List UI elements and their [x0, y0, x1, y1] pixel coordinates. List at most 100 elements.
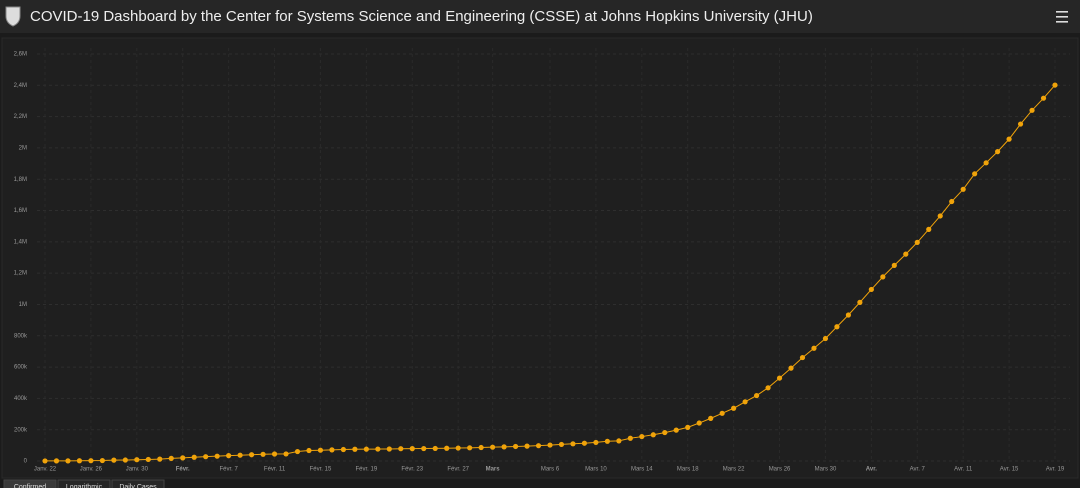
data-point[interactable] [317, 447, 324, 453]
data-point[interactable] [271, 451, 278, 457]
data-point[interactable] [214, 453, 220, 459]
data-point[interactable] [168, 455, 174, 461]
data-point[interactable] [248, 452, 255, 458]
data-point[interactable] [696, 420, 702, 426]
data-point[interactable] [639, 433, 645, 440]
data-point[interactable] [386, 446, 392, 452]
data-point[interactable] [811, 345, 817, 351]
data-point[interactable] [65, 458, 71, 464]
tab-label[interactable]: Logarithmic [66, 484, 103, 488]
data-point[interactable] [512, 443, 519, 450]
data-point[interactable] [535, 443, 542, 449]
data-point[interactable] [799, 354, 806, 361]
data-point[interactable] [662, 429, 668, 436]
data-point[interactable] [306, 447, 312, 454]
data-point[interactable] [237, 452, 243, 458]
tab-label[interactable]: Daily Cases [119, 484, 157, 488]
data-point[interactable] [834, 324, 840, 330]
data-point[interactable] [1006, 136, 1012, 142]
data-point[interactable] [765, 385, 771, 391]
data-point[interactable] [983, 160, 989, 166]
data-point[interactable] [616, 438, 622, 444]
data-point[interactable] [398, 446, 404, 452]
data-point[interactable] [42, 458, 48, 464]
data-point[interactable] [478, 444, 484, 451]
data-point[interactable] [352, 446, 358, 452]
data-point[interactable] [593, 439, 599, 446]
data-point[interactable] [409, 446, 415, 452]
data-point[interactable] [731, 405, 737, 411]
data-point[interactable] [788, 365, 794, 371]
data-point[interactable] [329, 447, 335, 453]
data-point[interactable] [490, 444, 496, 450]
data-point[interactable] [444, 445, 450, 451]
data-point[interactable] [570, 441, 576, 447]
data-point[interactable] [421, 445, 427, 452]
data-point[interactable] [467, 445, 473, 451]
data-point[interactable] [547, 442, 553, 448]
data-point[interactable] [294, 448, 301, 455]
data-point[interactable] [455, 445, 461, 451]
data-point[interactable] [914, 239, 920, 245]
menu-line[interactable] [1056, 21, 1068, 23]
data-point[interactable] [111, 457, 117, 463]
data-point[interactable] [960, 186, 966, 192]
menu-line[interactable] [1056, 16, 1068, 18]
y-tick-label: 600k [14, 365, 28, 371]
data-point[interactable] [685, 424, 691, 430]
data-point[interactable] [673, 427, 679, 433]
data-point[interactable] [753, 392, 760, 399]
tab[interactable] [111, 479, 165, 488]
tab-label[interactable]: Confirmed [14, 484, 46, 488]
data-point[interactable] [283, 451, 289, 457]
data-point[interactable] [742, 399, 748, 405]
data-point[interactable] [822, 335, 829, 342]
data-point[interactable] [604, 438, 610, 444]
data-point[interactable] [1017, 121, 1024, 127]
data-point[interactable] [995, 149, 1001, 155]
data-point[interactable] [1052, 82, 1058, 88]
data-point[interactable] [226, 453, 232, 459]
data-point[interactable] [719, 410, 725, 416]
data-point[interactable] [937, 213, 943, 219]
data-point[interactable] [88, 458, 94, 464]
data-point[interactable] [627, 435, 633, 441]
data-point[interactable] [375, 446, 381, 452]
data-point[interactable] [776, 375, 783, 381]
data-point[interactable] [122, 457, 128, 463]
data-point[interactable] [340, 446, 347, 453]
data-point[interactable] [180, 455, 186, 461]
tab[interactable] [57, 479, 111, 488]
data-point[interactable] [708, 415, 714, 421]
data-point[interactable] [1040, 95, 1047, 101]
data-point[interactable] [581, 440, 588, 446]
data-point[interactable] [501, 444, 507, 450]
data-point[interactable] [949, 198, 955, 205]
data-point[interactable] [926, 226, 932, 232]
data-point[interactable] [880, 274, 886, 280]
data-point[interactable] [857, 299, 863, 305]
data-point[interactable] [99, 457, 105, 464]
menu-line[interactable] [1056, 11, 1068, 13]
data-point[interactable] [157, 456, 163, 462]
data-point[interactable] [363, 446, 369, 452]
data-point[interactable] [845, 312, 852, 318]
data-point[interactable] [134, 457, 140, 463]
data-point[interactable] [1029, 107, 1035, 113]
data-point[interactable] [903, 251, 909, 257]
data-point[interactable] [891, 262, 897, 268]
menu-icon[interactable] [1056, 11, 1068, 23]
data-point[interactable] [145, 456, 151, 463]
data-point[interactable] [203, 454, 209, 460]
data-point[interactable] [650, 432, 656, 438]
data-point[interactable] [524, 443, 530, 449]
data-point[interactable] [868, 286, 874, 293]
data-point[interactable] [972, 171, 978, 177]
data-point[interactable] [260, 451, 266, 457]
data-point[interactable] [558, 441, 565, 448]
data-point[interactable] [76, 458, 83, 464]
data-point[interactable] [53, 458, 60, 464]
data-point[interactable] [191, 454, 197, 460]
data-point[interactable] [432, 445, 438, 452]
tab[interactable] [3, 479, 57, 488]
